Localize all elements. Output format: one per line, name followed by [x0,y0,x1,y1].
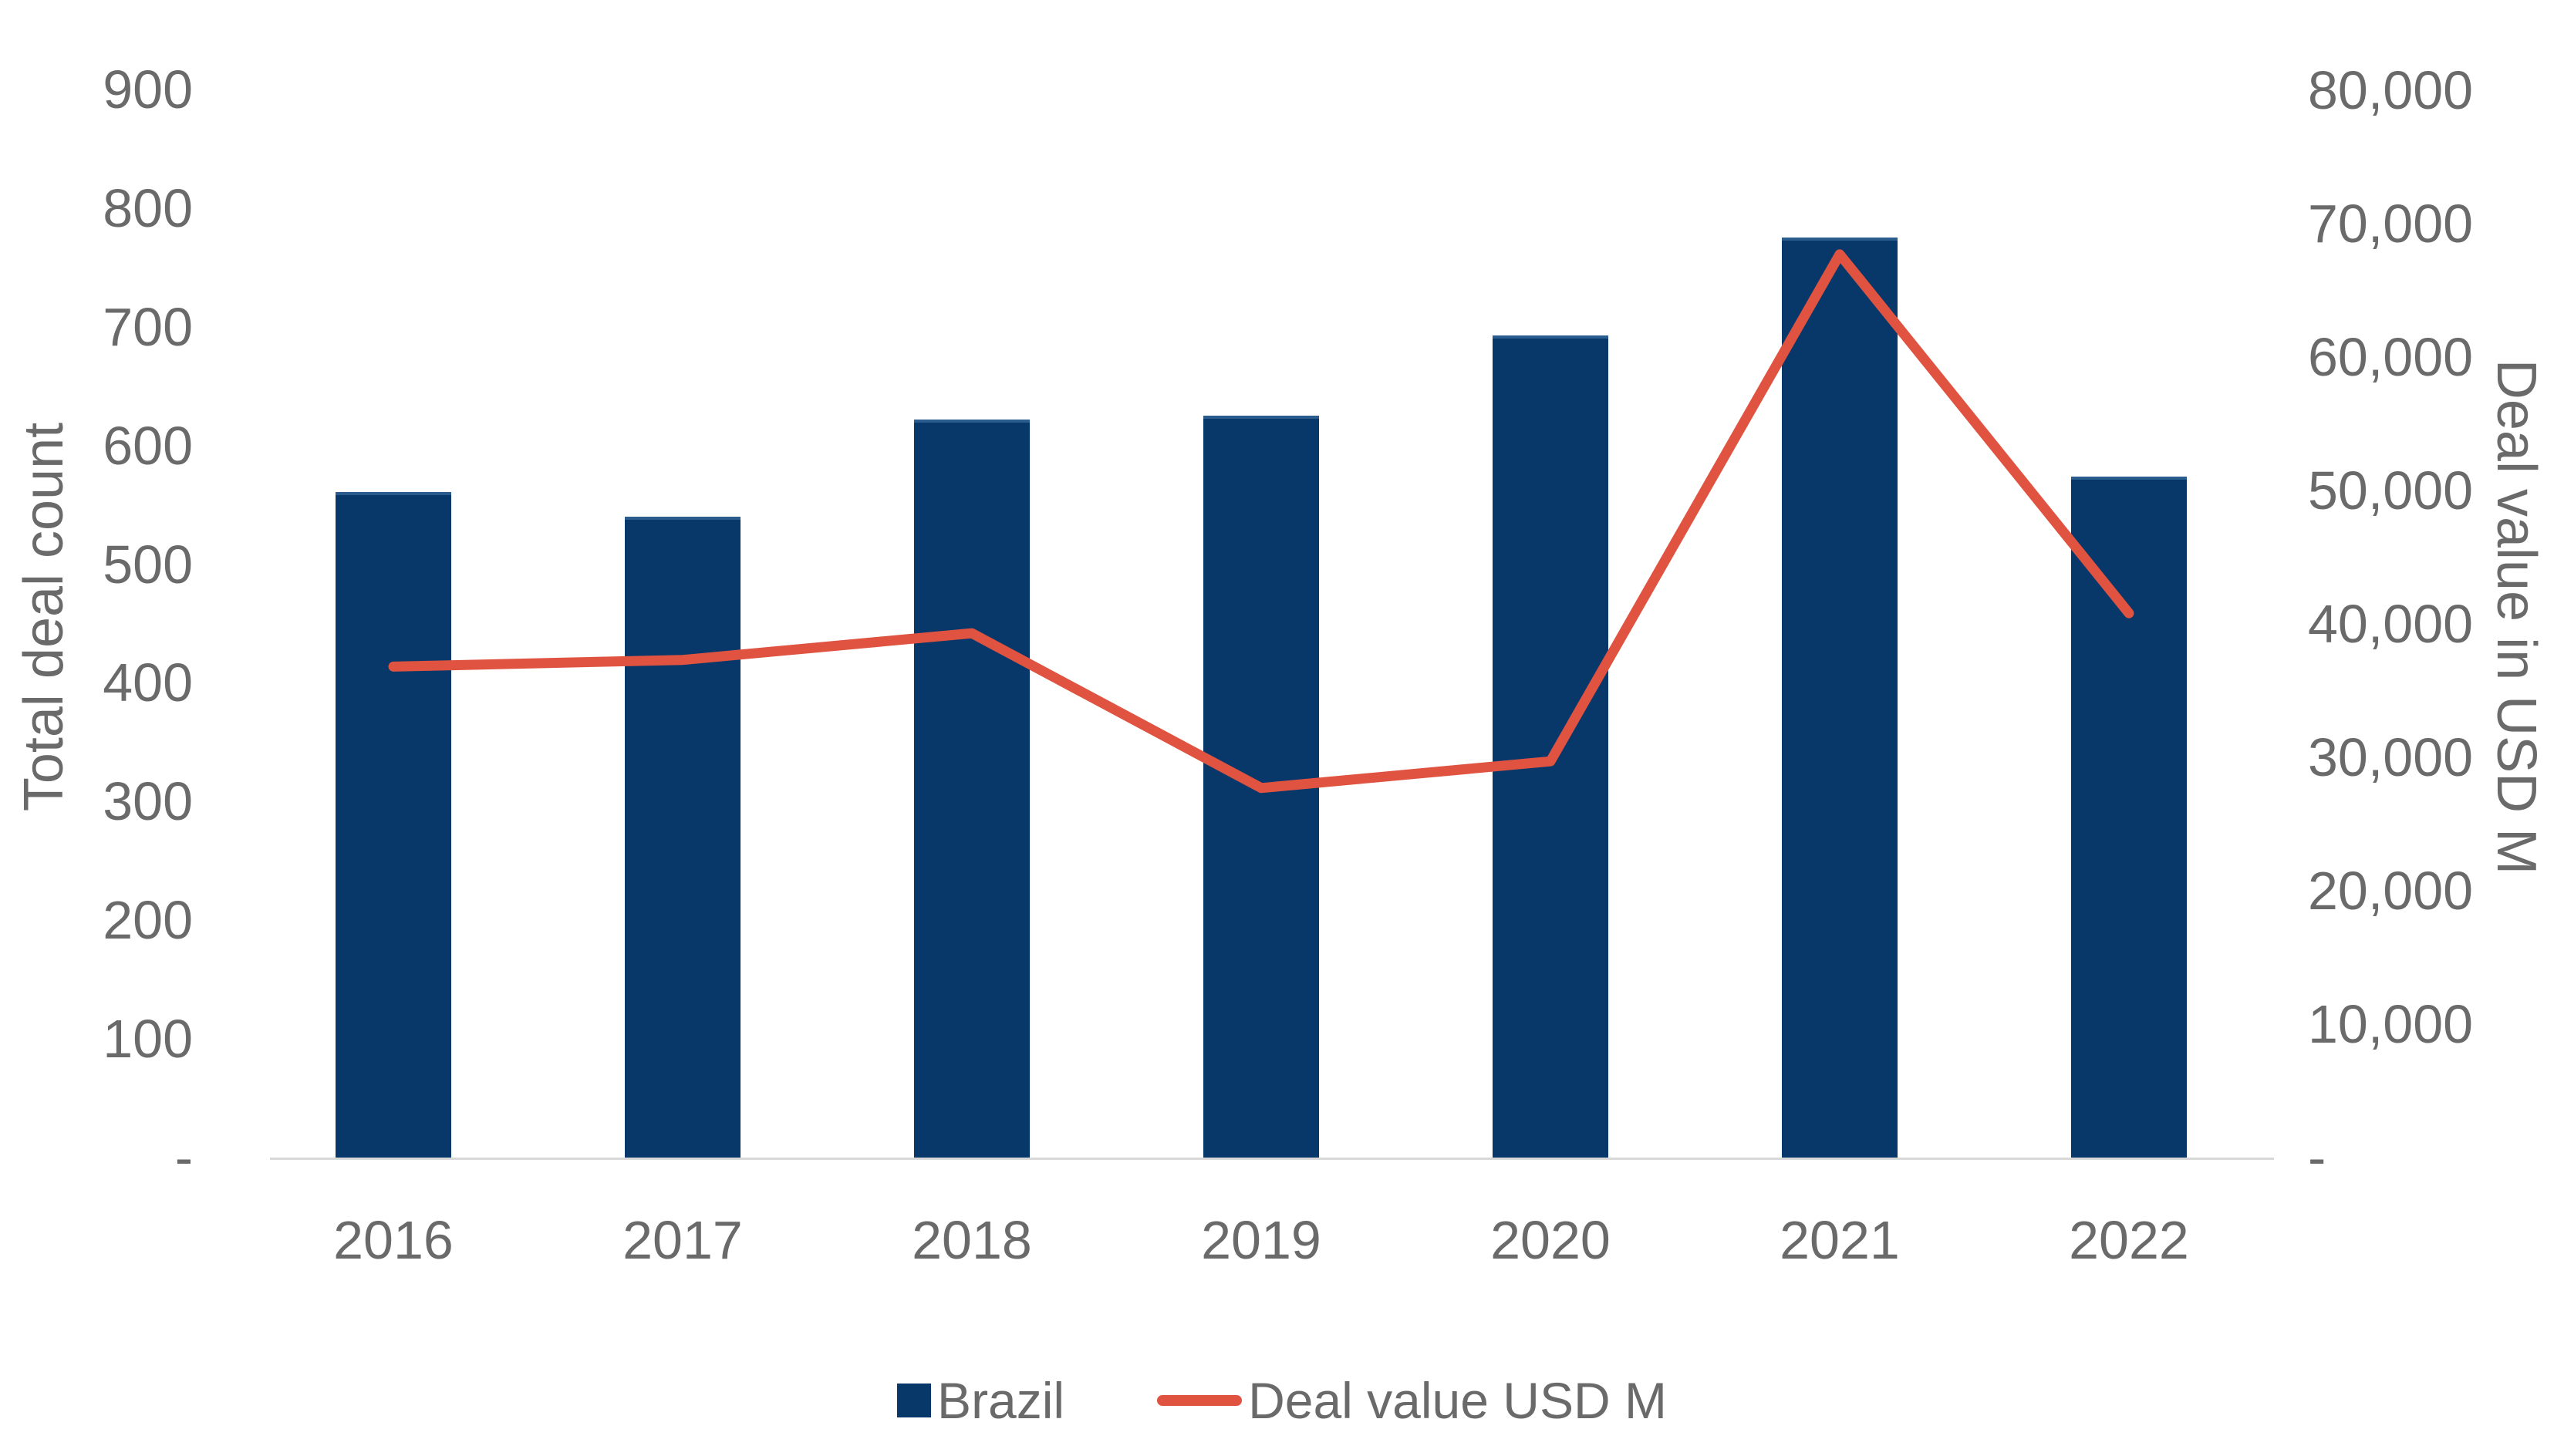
legend-label: Brazil [937,1372,1065,1429]
left-tick-200: 200 [103,890,193,951]
legend-item-deal-value-usd-m: Deal value USD M [1157,1371,1667,1430]
x-label-2021: 2021 [1780,1210,1900,1270]
right-tick--: - [2308,1127,2326,1188]
x-label-2016: 2016 [333,1210,454,1270]
deal-value-line-path [388,249,2134,794]
legend-label: Deal value USD M [1248,1372,1667,1429]
legend-square-swatch [897,1384,932,1417]
bar-2022 [2071,476,2187,1158]
left-tick-400: 400 [103,652,193,713]
right-tick-10,000: 10,000 [2308,994,2474,1054]
x-label-2020: 2020 [1490,1210,1611,1270]
legend-line-swatch [1157,1395,1243,1406]
right-tick-80,000: 80,000 [2308,60,2474,120]
left-tick-700: 700 [103,296,193,357]
left-tick--: - [174,1127,193,1188]
x-label-2019: 2019 [1201,1210,1321,1270]
left-tick-300: 300 [103,771,193,832]
x-label-2018: 2018 [912,1210,1032,1270]
right-tick-20,000: 20,000 [2308,861,2474,921]
x-axis-line [270,1158,2274,1160]
left-tick-800: 800 [103,177,193,238]
right-tick-70,000: 70,000 [2308,194,2474,254]
left-tick-900: 900 [103,59,193,120]
bar-2018 [914,419,1030,1158]
bar-2020 [1493,335,1608,1158]
bar-2017 [625,517,741,1158]
bar-2016 [336,491,451,1158]
left-tick-500: 500 [103,534,193,595]
right-tick-40,000: 40,000 [2308,594,2474,654]
bar-2021 [1782,238,1898,1158]
left-tick-100: 100 [103,1009,193,1070]
legend: Brazil Deal value USD M [0,1371,2564,1430]
legend-item-brazil: Brazil [897,1371,1064,1430]
right-tick-60,000: 60,000 [2308,327,2474,387]
right-tick-50,000: 50,000 [2308,460,2474,521]
right-tick-30,000: 30,000 [2308,727,2474,787]
x-label-2022: 2022 [2069,1210,2189,1270]
x-label-2017: 2017 [622,1210,743,1270]
left-tick-600: 600 [103,415,193,476]
